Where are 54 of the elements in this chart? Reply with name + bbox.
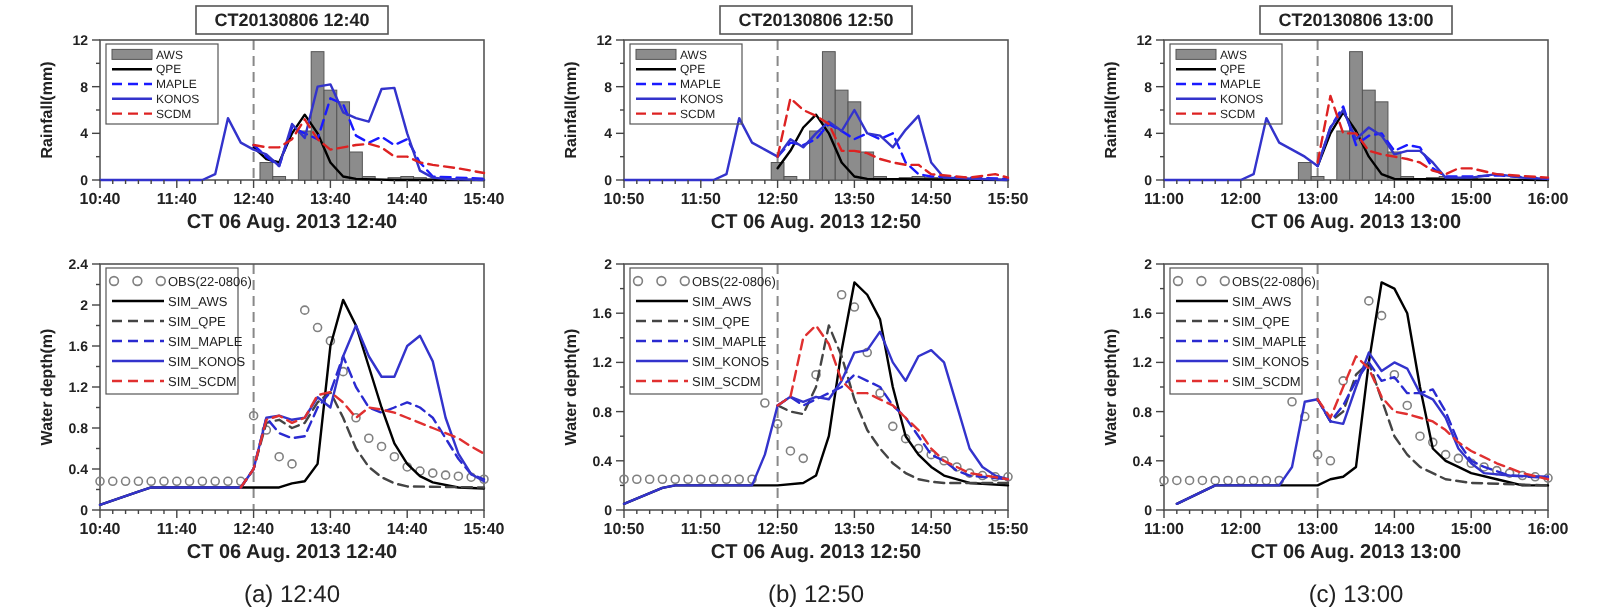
x-tick-label: 11:40 <box>156 520 198 538</box>
chart-title: CT20130806 13:00 <box>1278 10 1434 31</box>
x-tick-label: 14:00 <box>1373 190 1416 208</box>
x-tick-label: 13:40 <box>309 190 352 208</box>
y-axis-title: Water depth(m) <box>1102 327 1120 446</box>
x-axis-title: CT 06 Aug. 2013 12:50 <box>710 542 923 564</box>
x-tick-label: 15:00 <box>1450 190 1493 208</box>
y-axis-title: Rainfall(mm) <box>1102 60 1120 159</box>
x-tick-label: 15:00 <box>1450 520 1493 538</box>
x-tick-label: 11:00 <box>1143 520 1186 538</box>
x-tick-label: 12:50 <box>757 520 800 538</box>
x-tick-label: 14:40 <box>386 520 429 538</box>
x-tick-label: 13:00 <box>1297 190 1340 208</box>
x-tick-label: 10:50 <box>603 190 646 208</box>
y-axis-title: Water depth(m) <box>38 327 56 446</box>
x-tick-label: 10:50 <box>603 520 646 538</box>
x-tick-label: 12:00 <box>1220 190 1263 208</box>
x-tick-label: 14:40 <box>386 190 429 208</box>
x-tick-label: 12:40 <box>233 520 276 538</box>
x-tick-label: 13:50 <box>833 520 876 538</box>
x-tick-label: 11:40 <box>156 190 198 208</box>
x-tick-label: 14:50 <box>910 190 953 208</box>
x-tick-label: 15:40 <box>463 190 506 208</box>
text: (a) 12:40 <box>243 580 341 608</box>
x-tick-label: 12:50 <box>757 190 800 208</box>
x-axis-title: CT 06 Aug. 2013 13:00 <box>1250 542 1463 564</box>
x-axis-title: CT 06 Aug. 2013 12:40 <box>186 212 399 234</box>
x-tick-label: 15:40 <box>463 520 506 538</box>
x-axis-title: CT 06 Aug. 2013 13:00 <box>1250 212 1463 234</box>
text: (c) 13:00 <box>1308 580 1404 608</box>
x-tick-label: 13:50 <box>833 190 876 208</box>
y-axis-title: Water depth(m) <box>562 327 580 446</box>
x-tick-label: 12:40 <box>233 190 276 208</box>
x-axis-title: CT 06 Aug. 2013 12:40 <box>186 542 399 564</box>
x-tick-label: 10:40 <box>79 520 122 538</box>
x-axis-title: CT 06 Aug. 2013 12:50 <box>710 212 923 234</box>
x-tick-label: 14:00 <box>1373 520 1416 538</box>
x-tick-label: 12:00 <box>1220 520 1263 538</box>
x-tick-label: 16:00 <box>1527 520 1570 538</box>
chart-title: CT20130806 12:50 <box>738 10 894 31</box>
x-tick-label: 11:00 <box>1143 190 1186 208</box>
y-axis-title: Rainfall(mm) <box>38 60 56 159</box>
x-tick-label: 16:00 <box>1527 190 1570 208</box>
x-tick-label: 11:50 <box>680 190 722 208</box>
y-axis-title: Rainfall(mm) <box>562 60 580 159</box>
x-tick-label: 11:50 <box>680 520 722 538</box>
chart-title: CT20130806 12:40 <box>214 10 370 31</box>
text: (b) 12:50 <box>767 580 865 608</box>
x-tick-label: 15:50 <box>987 190 1030 208</box>
x-tick-label: 10:40 <box>79 190 122 208</box>
x-tick-label: 13:00 <box>1297 520 1340 538</box>
x-tick-label: 14:50 <box>910 520 953 538</box>
x-tick-label: 13:40 <box>309 520 352 538</box>
x-tick-label: 15:50 <box>987 520 1030 538</box>
